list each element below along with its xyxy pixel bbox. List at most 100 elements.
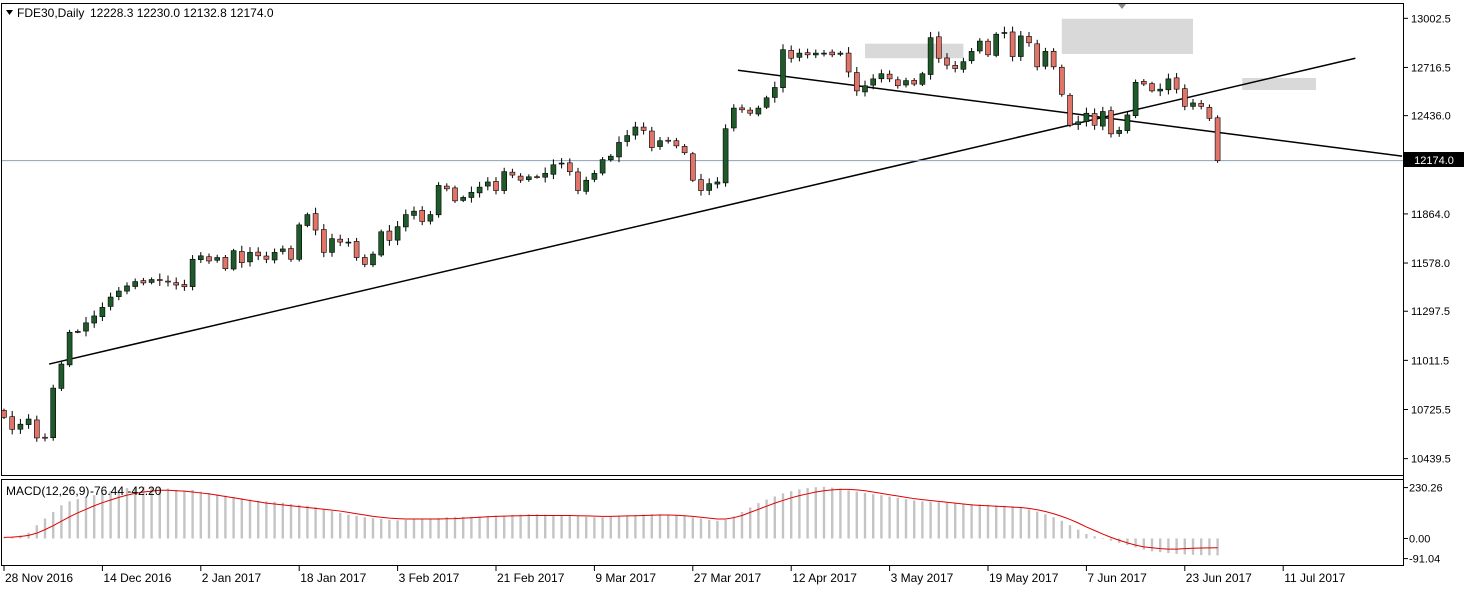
macd-bar: [224, 495, 227, 539]
candle: [796, 48, 803, 62]
time-axis-label: 21 Feb 2017: [497, 571, 565, 585]
candle-body: [476, 186, 483, 194]
highlight-zones: [865, 18, 1316, 91]
candle-body: [1116, 130, 1122, 134]
candle: [189, 255, 196, 291]
macd-bar: [650, 514, 653, 539]
candle: [903, 77, 909, 88]
candle: [976, 38, 983, 54]
candle: [542, 167, 549, 183]
macd-bar: [896, 497, 899, 539]
macd-bar: [125, 488, 129, 539]
macd-bar: [691, 517, 694, 539]
candle: [370, 251, 376, 268]
macd-bar: [1208, 538, 1211, 556]
macd-bar: [470, 516, 473, 539]
macd-bar: [166, 488, 170, 539]
candle: [722, 124, 729, 187]
period-marker-icon: [1118, 4, 1126, 9]
candle: [870, 74, 877, 90]
macd-bar: [445, 517, 448, 539]
candle: [509, 168, 516, 179]
macd-bar: [954, 503, 957, 539]
macd-bar: [1101, 538, 1104, 539]
candle-body: [542, 173, 549, 178]
candle-body: [361, 257, 368, 265]
macd-bar: [1085, 534, 1088, 539]
candle: [1108, 106, 1114, 138]
candle-body: [206, 256, 212, 262]
candle: [66, 329, 73, 368]
macd-bar: [1019, 507, 1022, 539]
candle: [484, 177, 491, 191]
candle: [616, 136, 622, 163]
time-axis-label: 3 Feb 2017: [399, 571, 460, 585]
candle-body: [468, 191, 475, 198]
candle: [1067, 93, 1073, 128]
price-axis-label: 13002.5: [1411, 13, 1451, 25]
candle-body: [501, 171, 508, 191]
macd-bar: [962, 503, 965, 539]
macd-bar: [150, 487, 153, 539]
candle: [1100, 106, 1106, 131]
macd-bar: [175, 489, 178, 539]
candle: [337, 234, 344, 247]
candle-body: [1050, 50, 1057, 68]
macd-bar: [593, 517, 596, 539]
candle-body: [1042, 51, 1049, 67]
candle-body: [124, 285, 130, 292]
candle: [304, 212, 311, 228]
candle-body: [616, 142, 622, 158]
candle-body: [517, 175, 524, 181]
candle: [1042, 47, 1049, 70]
candle-body: [255, 251, 261, 257]
candle-body: [1173, 77, 1180, 90]
candle-body: [1132, 82, 1139, 116]
candle: [812, 49, 819, 59]
candle-body: [845, 52, 852, 73]
candle-body: [1157, 88, 1163, 92]
candle: [599, 156, 606, 176]
time-axis-label: 19 May 2017: [989, 571, 1059, 585]
candle: [9, 410, 15, 435]
current-price-label: 12174.0: [1414, 155, 1454, 167]
candle: [591, 170, 598, 183]
candle: [788, 45, 795, 63]
candle: [1206, 104, 1213, 121]
candle: [320, 224, 327, 258]
candle: [361, 254, 368, 268]
candle-body: [247, 252, 253, 263]
candle: [468, 186, 475, 203]
candle-body: [493, 181, 499, 191]
candle-body: [886, 73, 893, 80]
candle-body: [681, 146, 688, 154]
candle: [214, 254, 220, 263]
candle-body: [1149, 83, 1155, 92]
candle-body: [394, 226, 401, 241]
macd-bar: [740, 511, 744, 539]
candle: [804, 48, 811, 59]
candle-body: [1124, 114, 1131, 131]
candle: [747, 107, 754, 116]
macd-bar: [855, 491, 858, 539]
price-axis-label: 10439.5: [1411, 454, 1451, 466]
candle-body: [550, 164, 557, 175]
candle: [345, 238, 352, 247]
macd-bar: [453, 516, 457, 539]
candle: [1050, 48, 1057, 70]
chevron-down-icon[interactable]: [6, 10, 13, 15]
candle: [165, 275, 171, 287]
candle-body: [378, 231, 385, 256]
candle-body: [919, 73, 926, 85]
macd-bar: [281, 502, 284, 539]
candle-body: [107, 296, 114, 307]
macd-bar: [585, 516, 588, 539]
price-axis-label: 10725.5: [1411, 404, 1451, 416]
macd-bar: [560, 515, 563, 539]
time-axis-label: 28 Nov 2016: [5, 571, 73, 585]
candle-body: [903, 80, 909, 86]
candle-body: [985, 40, 991, 56]
macd-bar: [642, 514, 645, 539]
candlestick-series: [1, 26, 1221, 442]
candle-body: [812, 52, 819, 56]
